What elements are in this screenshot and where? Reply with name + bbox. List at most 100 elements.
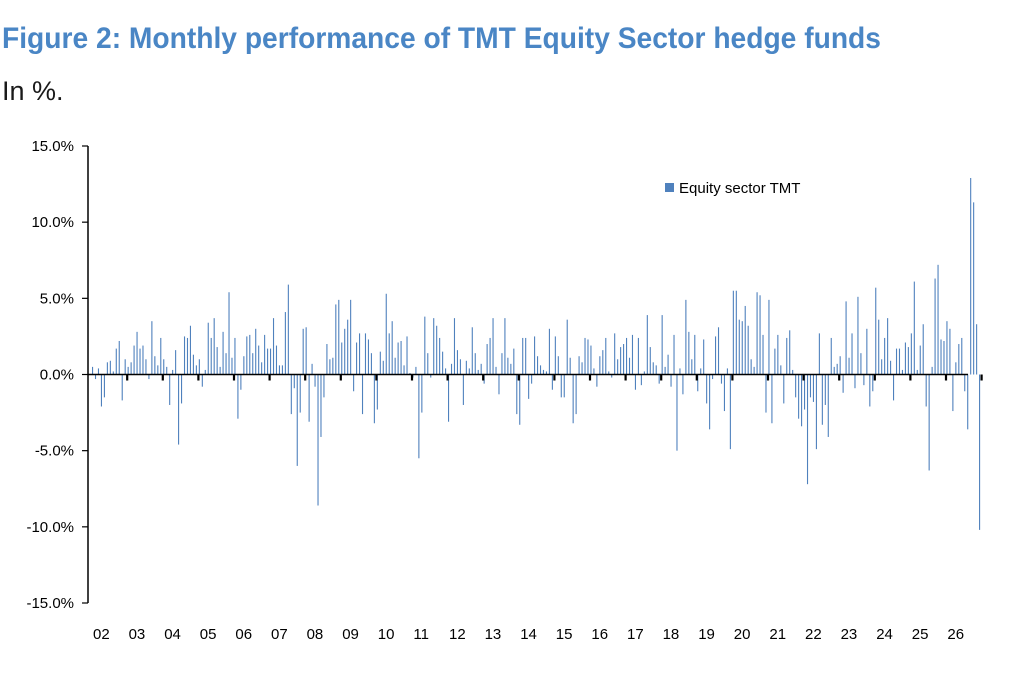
- x-tick-label: 03: [129, 626, 146, 643]
- x-tick-mark: [161, 374, 164, 381]
- bar: [845, 301, 847, 375]
- bar: [640, 374, 642, 386]
- bar: [347, 319, 349, 375]
- bar: [762, 334, 764, 375]
- bar: [397, 342, 399, 375]
- bar: [783, 374, 785, 404]
- bar: [103, 374, 105, 398]
- bar: [198, 359, 200, 375]
- bar: [679, 368, 681, 375]
- bar: [961, 337, 963, 375]
- bar: [949, 328, 951, 375]
- bar: [317, 374, 319, 506]
- bar: [249, 334, 251, 375]
- bar: [554, 336, 556, 375]
- bar: [833, 366, 835, 375]
- bar: [370, 353, 372, 375]
- bar: [145, 359, 147, 375]
- bar: [863, 374, 865, 386]
- x-tick-mark: [126, 374, 129, 381]
- bar: [970, 177, 972, 375]
- x-tick-mark: [197, 374, 200, 381]
- bar: [341, 342, 343, 375]
- bar: [178, 374, 180, 445]
- bar: [465, 360, 467, 375]
- x-tick-mark: [838, 374, 841, 381]
- x-tick-label: 21: [769, 626, 786, 643]
- bar: [92, 366, 94, 375]
- bar: [246, 336, 248, 375]
- bar: [931, 366, 933, 375]
- bar: [655, 365, 657, 375]
- x-tick-mark: [766, 374, 770, 381]
- bar: [964, 374, 966, 392]
- bar: [278, 365, 280, 375]
- y-tick-label: -15.0%: [26, 595, 74, 612]
- bar: [474, 353, 476, 375]
- bar: [617, 359, 619, 375]
- bar: [436, 325, 438, 375]
- bar: [492, 318, 494, 375]
- bar: [462, 374, 464, 405]
- x-tick-label: 19: [698, 626, 715, 643]
- bar: [542, 369, 545, 375]
- bar: [777, 334, 779, 375]
- x-tick-mark: [588, 374, 592, 381]
- bar: [364, 333, 367, 375]
- bar: [715, 336, 717, 375]
- x-tick-mark: [802, 374, 805, 381]
- bar: [830, 337, 832, 375]
- bar: [183, 336, 186, 375]
- bar: [913, 281, 915, 375]
- bar: [501, 353, 503, 375]
- bar: [545, 371, 547, 375]
- bar: [192, 354, 194, 375]
- bar: [186, 337, 189, 375]
- bar: [148, 374, 150, 380]
- bar: [723, 374, 725, 412]
- bar: [290, 374, 292, 415]
- bar: [860, 353, 862, 375]
- bar: [272, 318, 275, 375]
- bar: [296, 374, 298, 466]
- bar: [709, 374, 711, 430]
- bar: [955, 362, 957, 375]
- bar: [818, 333, 820, 375]
- x-tick-label: 22: [805, 626, 822, 643]
- bar: [750, 359, 752, 375]
- bar: [504, 318, 506, 375]
- bar: [169, 374, 171, 405]
- bar: [267, 348, 269, 375]
- bar: [353, 374, 355, 392]
- bar: [213, 318, 215, 375]
- bar: [851, 333, 853, 375]
- bar: [513, 348, 515, 375]
- bar: [712, 374, 714, 380]
- x-tick-label: 24: [876, 626, 893, 643]
- bar: [115, 348, 117, 375]
- y-tick-label: 10.0%: [31, 214, 74, 231]
- x-tick-label: 17: [627, 626, 644, 643]
- bar: [388, 333, 390, 375]
- bar: [940, 339, 942, 375]
- bar: [934, 278, 936, 375]
- bar: [620, 347, 622, 375]
- bar: [884, 337, 886, 375]
- bar: [320, 374, 322, 437]
- bar: [717, 327, 720, 375]
- bar: [578, 356, 580, 375]
- bar: [901, 369, 903, 375]
- bar: [881, 359, 883, 375]
- bar: [815, 374, 817, 450]
- bar: [872, 374, 874, 392]
- x-tick-mark: [410, 374, 414, 381]
- bar: [952, 374, 954, 412]
- bar: [281, 365, 283, 375]
- x-tick-label: 13: [485, 626, 502, 643]
- bar: [967, 374, 969, 430]
- bar: [664, 366, 666, 375]
- bar: [385, 293, 387, 375]
- chart-title: Figure 2: Monthly performance of TMT Equ…: [2, 22, 881, 55]
- bar: [299, 374, 301, 413]
- bar: [453, 318, 456, 375]
